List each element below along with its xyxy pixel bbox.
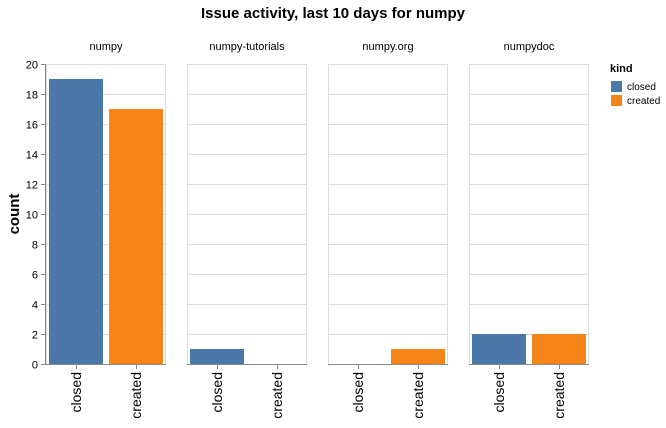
y-axis-title: count xyxy=(6,194,23,235)
facet-title: numpy.org xyxy=(362,41,413,53)
x-tick-label: closed xyxy=(68,372,84,412)
bar-created xyxy=(109,109,163,364)
legend: kind closed created xyxy=(610,63,660,107)
x-tick-label: closed xyxy=(491,372,507,412)
facet-title: numpydoc xyxy=(504,41,555,53)
facet-numpy-tutorials: numpy-tutorials closed created xyxy=(187,41,307,419)
y-tick-label: 10 xyxy=(26,210,38,222)
x-tick-label: created xyxy=(128,372,144,419)
x-tick-label: created xyxy=(410,372,426,419)
x-tick-label: closed xyxy=(209,372,225,412)
bar-created xyxy=(391,349,445,364)
y-tick-label: 14 xyxy=(26,150,38,162)
bar-closed xyxy=(472,334,526,364)
legend-label-created: created xyxy=(627,96,660,107)
bar-created xyxy=(532,334,586,364)
y-tick-label: 4 xyxy=(32,300,38,312)
legend-label-closed: closed xyxy=(627,82,656,93)
y-tick-label: 2 xyxy=(32,330,38,342)
y-tick-label: 20 xyxy=(26,60,38,72)
x-tick-label: closed xyxy=(350,372,366,412)
y-tick-label: 12 xyxy=(26,180,38,192)
facet-panels: numpy closed created numpy-tutorials closed c… xyxy=(26,41,589,419)
x-tick-label: created xyxy=(269,372,285,419)
facet-numpy: numpy closed created xyxy=(46,41,166,419)
facet-title: numpy xyxy=(89,41,123,53)
y-tick-label: 8 xyxy=(32,240,38,252)
bar-closed xyxy=(49,79,103,364)
x-tick-label: created xyxy=(551,372,567,419)
legend-title: kind xyxy=(610,63,633,75)
legend-swatch-created xyxy=(611,95,622,106)
chart-title: Issue activity, last 10 days for numpy xyxy=(201,5,466,22)
facet-title: numpy-tutorials xyxy=(209,41,285,53)
bar-closed xyxy=(190,349,244,364)
y-axis: 0 2 4 6 8 10 12 14 16 18 20 xyxy=(26,60,46,372)
legend-swatch-closed xyxy=(611,81,622,92)
facet-numpydoc: numpydoc closed created xyxy=(469,41,589,419)
y-tick-label: 0 xyxy=(32,360,38,372)
y-tick-label: 16 xyxy=(26,120,38,132)
facet-numpy-org: numpy.org closed created xyxy=(328,41,448,419)
y-tick-label: 18 xyxy=(26,90,38,102)
y-tick-label: 6 xyxy=(32,270,38,282)
